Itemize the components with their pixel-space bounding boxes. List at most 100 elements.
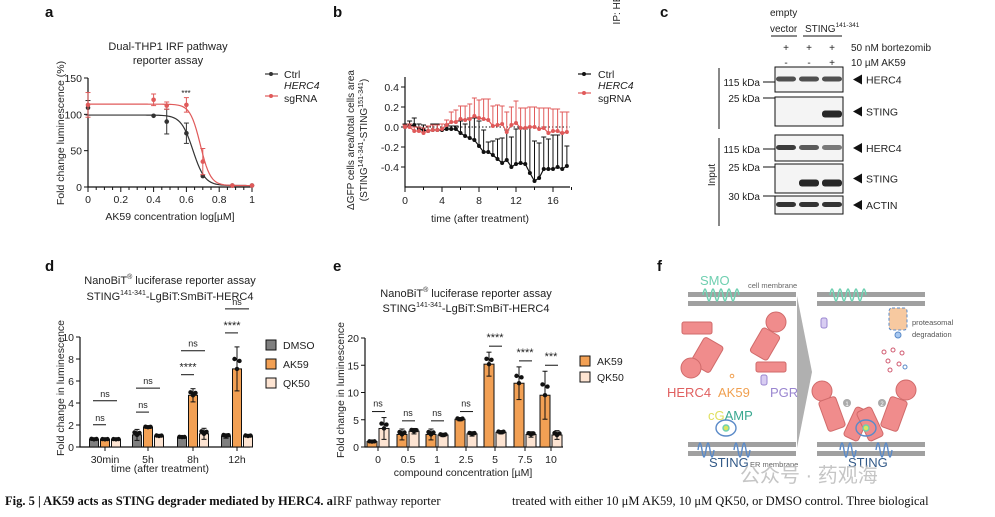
blot-band: [822, 110, 842, 118]
blot-band: [822, 76, 842, 82]
data-point: [426, 129, 431, 133]
y-tick-label: 20: [347, 333, 359, 345]
chart-e-ylabel: Fold change in luminescence: [335, 322, 347, 458]
data-point: [532, 125, 537, 129]
replicate-point: [116, 436, 121, 442]
legend-marker-herc4: [582, 91, 586, 95]
data-point: [541, 167, 546, 171]
chart-e-title-2: STING141-341-LgBiT:SmBiT-HERC4: [383, 302, 550, 315]
significance-label: ns: [138, 400, 148, 410]
replicate-point: [519, 375, 524, 380]
replicate-point: [489, 357, 494, 363]
data-point: [453, 127, 458, 131]
data-point: [551, 129, 555, 133]
replicate-point: [443, 432, 448, 437]
x-tick-label: 5: [492, 454, 498, 466]
replicate-point: [237, 358, 242, 364]
blot-section-input: Input: [707, 164, 718, 186]
data-point: [504, 158, 509, 162]
data-point: [151, 97, 156, 103]
data-point: [440, 127, 444, 131]
data-point: [151, 113, 156, 119]
replicate-point: [226, 433, 231, 438]
y-tick-label: 4: [68, 398, 74, 410]
x-tick-label: 16: [547, 195, 559, 207]
replicate-point: [94, 436, 99, 442]
data-point: [407, 125, 412, 129]
data-point: [164, 119, 170, 124]
data-point: [490, 124, 495, 128]
significance-label: ns: [461, 399, 471, 409]
chart-a-xlabel: AK59 concentration log[µM]: [105, 211, 234, 223]
chart-b-ylabel-1: ΔGFP cells area/total cells area: [346, 70, 357, 210]
sting-dimer-left: [697, 419, 751, 458]
data-point: [560, 167, 565, 171]
data-point: [541, 126, 546, 130]
panel-d-chart: NanoBiT® luciferase reporter assay STING…: [55, 273, 315, 475]
blot-band: [822, 179, 842, 187]
data-point: [463, 134, 468, 138]
data-point: [495, 157, 500, 161]
cell-membrane-left: [688, 292, 796, 306]
arrowhead-icon: [853, 74, 862, 85]
blot-band: [822, 145, 842, 150]
data-point: [523, 126, 528, 130]
band-label-herc4: HERC4: [866, 75, 902, 87]
data-point: [416, 129, 421, 133]
data-point: [85, 102, 91, 108]
replicate-point: [248, 433, 253, 438]
label-cgamp: cGAMP: [708, 408, 753, 423]
chart-d-title-1: NanoBiT® luciferase reporter assay: [84, 273, 256, 287]
chart-d-ylabel: Fold change in luminescence: [55, 320, 67, 456]
data-point: [449, 120, 454, 124]
replicate-point: [159, 433, 164, 438]
y-tick-label: 0.0: [384, 122, 399, 134]
data-point: [486, 118, 491, 122]
data-point: [527, 125, 532, 129]
label-er-membrane: ER membrane: [750, 460, 798, 469]
data-point: [532, 179, 537, 183]
replicate-point: [402, 430, 407, 435]
treatment-sign: -: [807, 58, 810, 69]
legend-marker-herc4: [269, 94, 273, 98]
x-tick-label: 0.2: [113, 194, 128, 206]
data-point: [537, 176, 542, 180]
legend-herc4: HERC4: [598, 80, 634, 92]
data-point: [200, 159, 206, 164]
data-point: [509, 165, 514, 169]
replicate-point: [514, 373, 519, 379]
x-tick-label: 12h: [228, 454, 246, 466]
replicate-point: [379, 421, 384, 426]
treatment-sign: +: [806, 43, 812, 54]
x-tick-label: 0: [85, 194, 91, 206]
x-tick-label: 8: [476, 195, 482, 207]
data-point: [514, 162, 518, 166]
band-label-sting: STING: [866, 107, 898, 119]
significance-label: ns: [143, 376, 153, 386]
data-point: [514, 121, 518, 125]
replicate-point: [557, 431, 562, 436]
significance-label: ns: [95, 413, 105, 423]
chart-e-title-1: NanoBiT® luciferase reporter assay: [380, 286, 552, 300]
x-tick-label: 4: [439, 195, 445, 207]
y-tick-label: 0: [353, 442, 359, 454]
replicate-point: [148, 424, 153, 430]
legend-swatch-ak59: [579, 355, 591, 367]
x-tick-label: 0.6: [179, 194, 194, 206]
chart-a-title-1: Dual-THP1 IRF pathway: [108, 41, 228, 53]
blot-band: [822, 202, 842, 207]
data-point: [500, 161, 505, 165]
x-tick-label: 0: [402, 195, 408, 207]
replicate-point: [531, 431, 536, 436]
legend-marker-ctrl: [582, 72, 586, 76]
x-tick-label: 1: [434, 454, 440, 466]
y-tick-label: 8: [68, 354, 74, 366]
replicate-point: [545, 384, 550, 389]
data-point: [453, 120, 458, 124]
bar-ak59: [143, 426, 153, 448]
blot-band: [799, 76, 819, 82]
legend-ctrl: Ctrl: [598, 69, 614, 81]
bar-qk50: [495, 431, 507, 448]
data-point: [518, 161, 523, 165]
treatment-sign: -: [784, 58, 787, 69]
